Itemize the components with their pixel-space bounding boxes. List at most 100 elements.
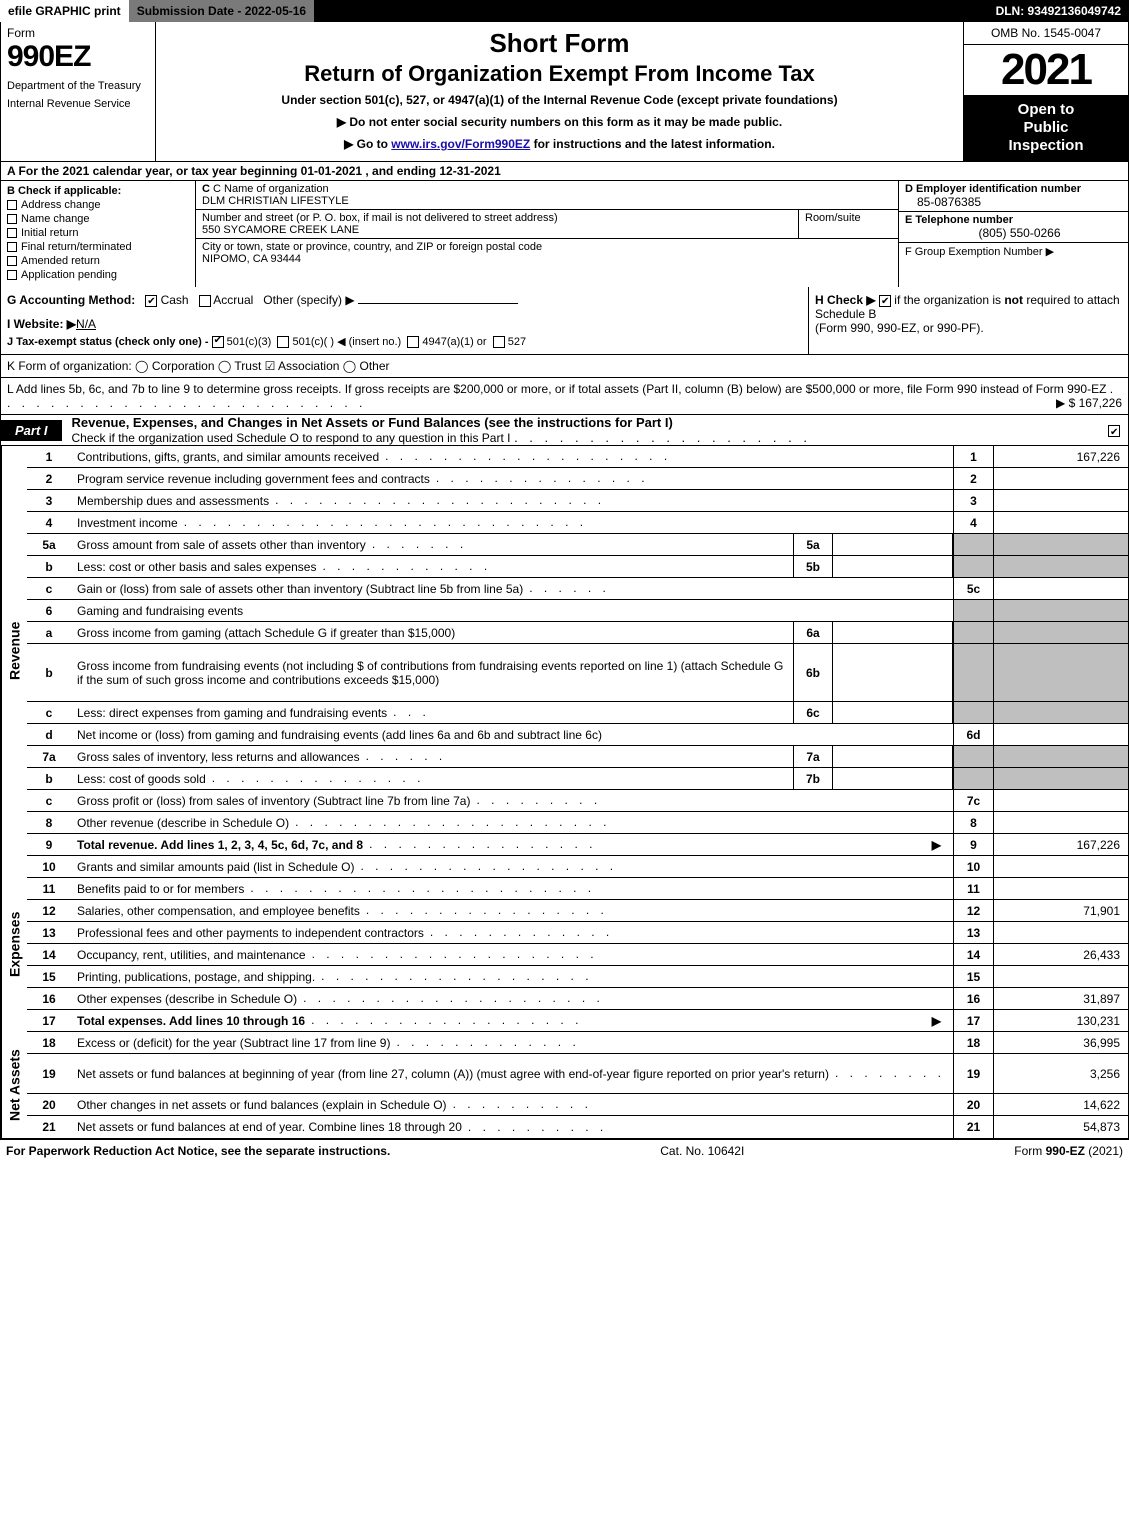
line-15-val	[993, 966, 1128, 987]
line-21-num: 21	[27, 1116, 71, 1138]
chk-4947[interactable]	[407, 336, 419, 348]
line-4-val	[993, 512, 1128, 533]
line-6d-num: d	[27, 724, 71, 745]
line-19-num: 19	[27, 1054, 71, 1093]
line-13-val	[993, 922, 1128, 943]
chk-application-pending[interactable]: Application pending	[7, 269, 189, 281]
irs-link[interactable]: www.irs.gov/Form990EZ	[391, 137, 530, 151]
line-6b-val	[993, 644, 1128, 701]
line-21-val: 54,873	[993, 1116, 1128, 1138]
line-18-num: 18	[27, 1032, 71, 1053]
main-title: Return of Organization Exempt From Incom…	[166, 61, 953, 87]
city-label: City or town, state or province, country…	[202, 241, 892, 253]
chk-initial-return[interactable]: Initial return	[7, 227, 189, 239]
line-10-num: 10	[27, 856, 71, 877]
short-form-title: Short Form	[166, 28, 953, 59]
phone-value: (805) 550-0266	[905, 226, 1122, 240]
line-9-desc: Total revenue. Add lines 1, 2, 3, 4, 5c,…	[71, 834, 953, 855]
line-10-rnum: 10	[953, 856, 993, 877]
chk-address-change[interactable]: Address change	[7, 199, 189, 211]
line-8-num: 8	[27, 812, 71, 833]
line-5c-rnum: 5c	[953, 578, 993, 599]
footer-left: For Paperwork Reduction Act Notice, see …	[6, 1144, 390, 1158]
line-6b-sv	[833, 644, 953, 701]
line-4-desc: Investment income. . . . . . . . . . . .…	[71, 512, 953, 533]
line-2-rnum: 2	[953, 468, 993, 489]
line-5a-num: 5a	[27, 534, 71, 555]
line-5a-sv	[833, 534, 953, 555]
line-12-num: 12	[27, 900, 71, 921]
form-word: Form	[7, 26, 149, 40]
line-5c-num: c	[27, 578, 71, 599]
org-name: DLM CHRISTIAN LIFESTYLE	[202, 195, 892, 207]
schedule-o-check[interactable]	[1108, 423, 1128, 438]
line-19-rnum: 19	[953, 1054, 993, 1093]
chk-501c[interactable]	[277, 336, 289, 348]
line-9-rnum: 9	[953, 834, 993, 855]
line-7a-rnum	[953, 746, 993, 767]
chk-final-return[interactable]: Final return/terminated	[7, 241, 189, 253]
bullet-2-post: for instructions and the latest informat…	[534, 137, 775, 151]
line-5a-rnum	[953, 534, 993, 555]
header-right: OMB No. 1545-0047 2021 Open to Public In…	[963, 22, 1128, 161]
chk-cash[interactable]	[145, 295, 157, 307]
submission-date: Submission Date - 2022-05-16	[129, 0, 314, 22]
line-1-desc: Contributions, gifts, grants, and simila…	[71, 446, 953, 467]
line-6c-val	[993, 702, 1128, 723]
row-l: L Add lines 5b, 6c, and 7b to line 9 to …	[0, 378, 1129, 415]
line-5a-desc: Gross amount from sale of assets other t…	[71, 534, 793, 555]
chk-527[interactable]	[493, 336, 505, 348]
line-15-desc: Printing, publications, postage, and shi…	[71, 966, 953, 987]
line-6a-desc: Gross income from gaming (attach Schedul…	[71, 622, 793, 643]
line-6c-num: c	[27, 702, 71, 723]
line-6a-rnum	[953, 622, 993, 643]
website-row: I Website: ▶N/A	[7, 317, 802, 331]
line-6a-num: a	[27, 622, 71, 643]
line-6c-sv	[833, 702, 953, 723]
line-16-num: 16	[27, 988, 71, 1009]
row-k: K Form of organization: ◯ Corporation ◯ …	[0, 355, 1129, 378]
line-12-rnum: 12	[953, 900, 993, 921]
line-5a-sn: 5a	[793, 534, 833, 555]
footer-center: Cat. No. 10642I	[390, 1144, 1014, 1158]
chk-501c3[interactable]	[212, 336, 224, 348]
chk-amended-return[interactable]: Amended return	[7, 255, 189, 267]
line-6c-desc: Less: direct expenses from gaming and fu…	[71, 702, 793, 723]
line-6b-sn: 6b	[793, 644, 833, 701]
line-5b-rnum	[953, 556, 993, 577]
line-5b-sv	[833, 556, 953, 577]
line-6d-desc: Net income or (loss) from gaming and fun…	[71, 724, 953, 745]
tax-year: 2021	[964, 45, 1128, 95]
open-line-2: Public	[968, 119, 1124, 137]
part-1-header: Part I Revenue, Expenses, and Changes in…	[0, 415, 1129, 446]
line-17-rnum: 17	[953, 1010, 993, 1031]
room-suite: Room/suite	[798, 210, 898, 238]
section-bcd: B Check if applicable: Address change Na…	[0, 181, 1129, 287]
line-19-desc: Net assets or fund balances at beginning…	[71, 1054, 953, 1093]
footer-right: Form 990-EZ (2021)	[1014, 1144, 1123, 1158]
net-assets-label: Net Assets	[1, 1032, 27, 1138]
line-6-desc: Gaming and fundraising events	[71, 600, 953, 621]
line-6-num: 6	[27, 600, 71, 621]
bullet-1: ▶ Do not enter social security numbers o…	[166, 115, 953, 129]
line-18-val: 36,995	[993, 1032, 1128, 1053]
chk-name-change[interactable]: Name change	[7, 213, 189, 225]
bullet-2: ▶ Go to www.irs.gov/Form990EZ for instru…	[166, 137, 953, 151]
expenses-label: Expenses	[1, 856, 27, 1032]
line-8-val	[993, 812, 1128, 833]
line-7a-num: 7a	[27, 746, 71, 767]
col-c: C C Name of organization DLM CHRISTIAN L…	[196, 181, 898, 287]
line-13-num: 13	[27, 922, 71, 943]
line-18-rnum: 18	[953, 1032, 993, 1053]
chk-h[interactable]	[879, 295, 891, 307]
efile-label[interactable]: efile GRAPHIC print	[0, 0, 129, 22]
line-7a-desc: Gross sales of inventory, less returns a…	[71, 746, 793, 767]
line-16-rnum: 16	[953, 988, 993, 1009]
chk-accrual[interactable]	[199, 295, 211, 307]
line-14-desc: Occupancy, rent, utilities, and maintena…	[71, 944, 953, 965]
ein-value: 85-0876385	[905, 195, 1122, 209]
line-6b-rnum	[953, 644, 993, 701]
line-17-val: 130,231	[993, 1010, 1128, 1031]
line-7a-sv	[833, 746, 953, 767]
expenses-section: Expenses 10Grants and similar amounts pa…	[0, 856, 1129, 1032]
